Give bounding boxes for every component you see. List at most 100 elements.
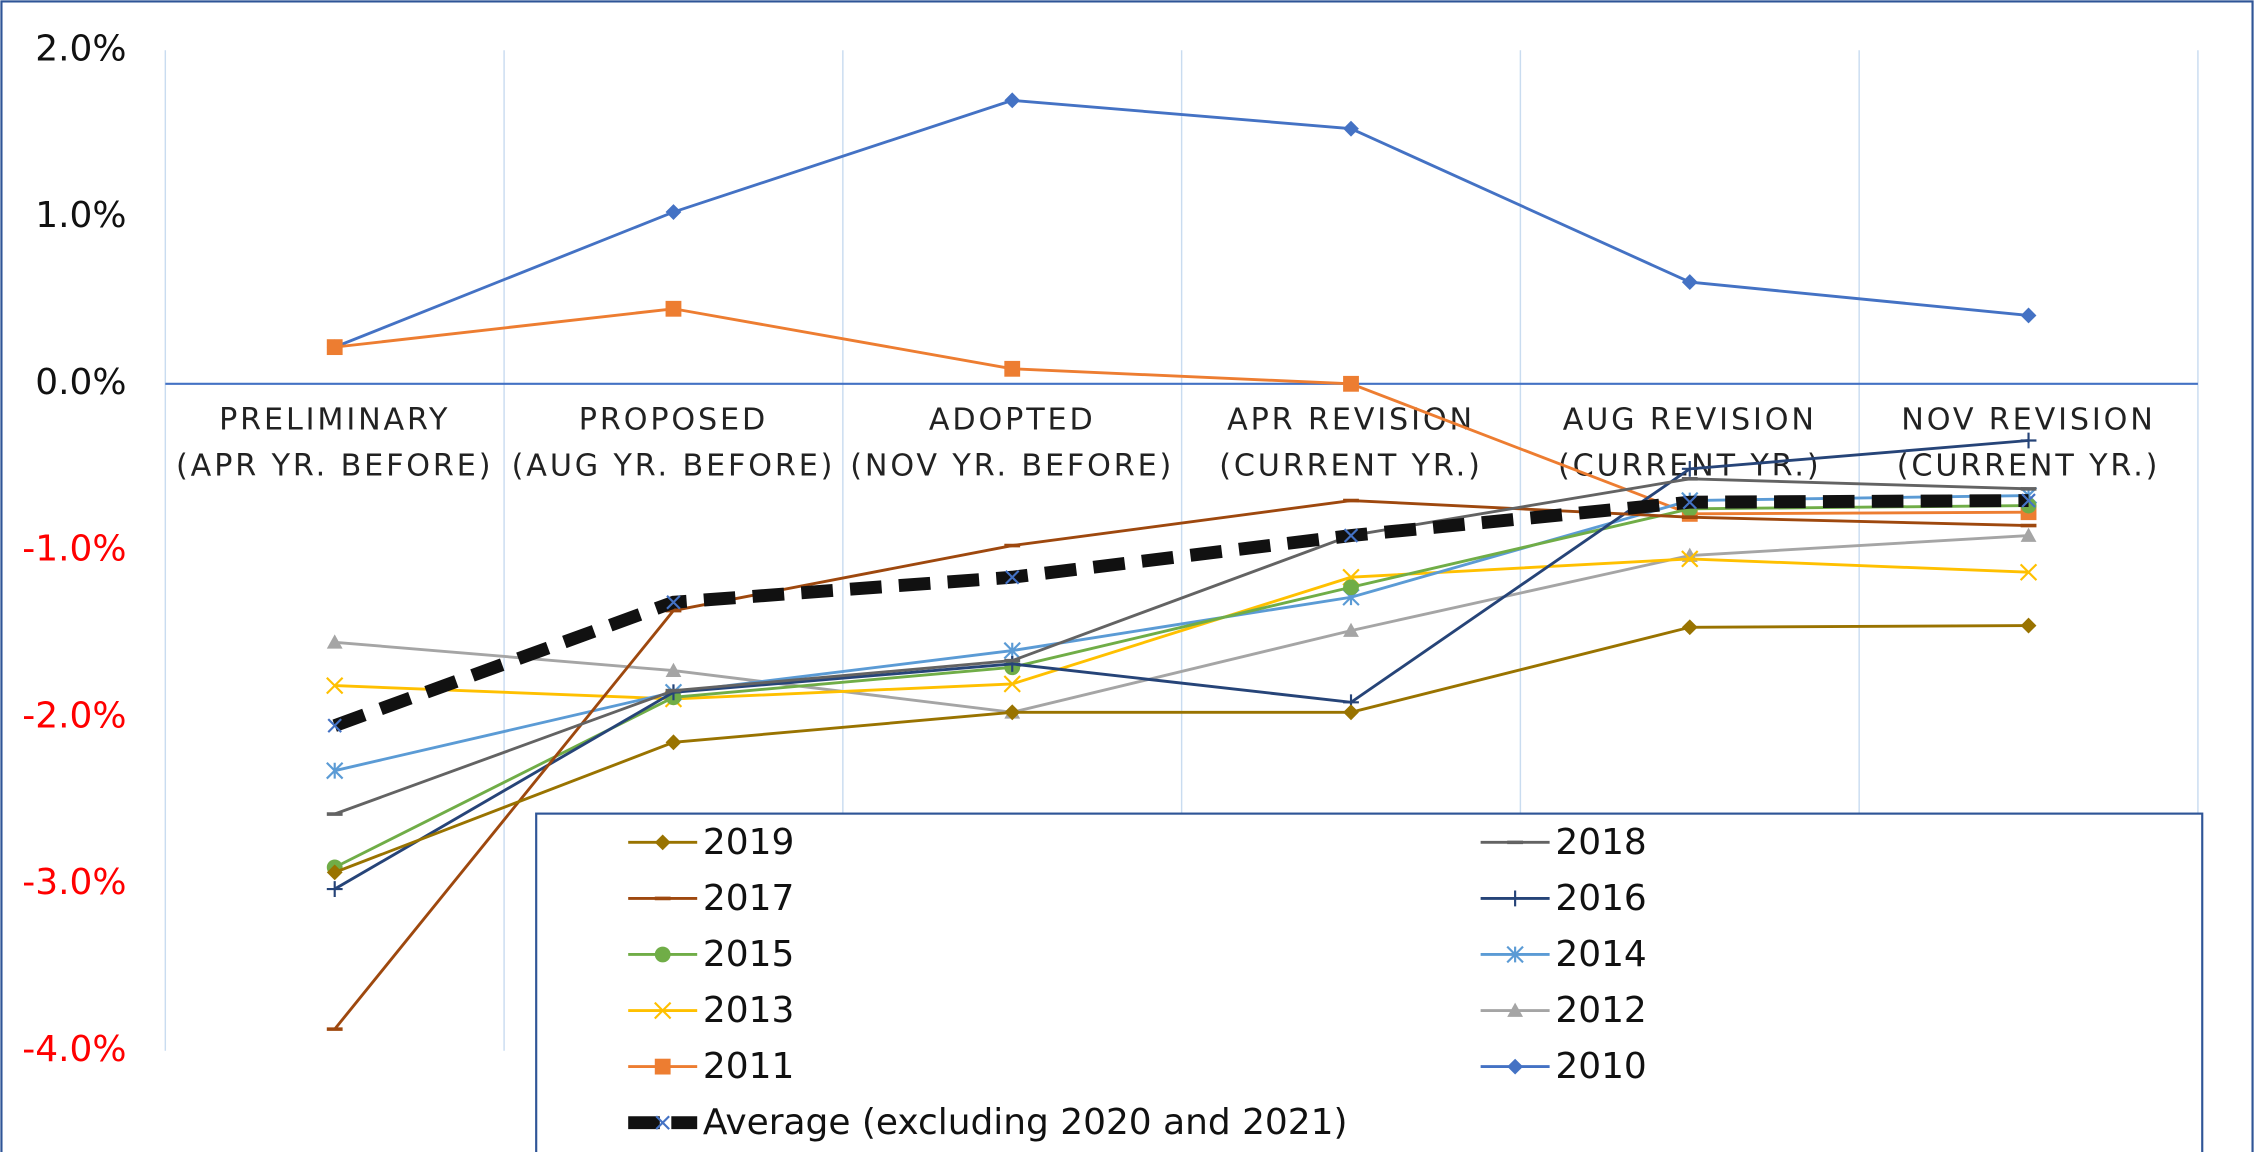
y-tick-label: -2.0% — [22, 695, 126, 736]
legend-label: Average (excluding 2020 and 2021) — [703, 1102, 1348, 1143]
x-tick-label: AUG REVISION — [1563, 403, 1817, 438]
marker-shape — [654, 1001, 672, 1020]
x-tick-label: PROPOSED — [579, 403, 768, 438]
y-tick-label: -1.0% — [22, 529, 126, 570]
marker-shape — [1343, 622, 1359, 637]
marker — [654, 1058, 671, 1075]
legend-box — [535, 812, 2204, 1152]
marker — [2020, 527, 2037, 542]
x-tick-label: (APR YR. BEFORE) — [176, 449, 493, 484]
marker-shape — [1003, 675, 1021, 693]
marker-shape — [326, 634, 343, 649]
legend-label: 2018 — [1555, 822, 1646, 863]
legend-label: 2013 — [703, 990, 794, 1031]
marker — [1507, 890, 1524, 907]
y-tick-label: 0.0% — [35, 362, 126, 403]
marker — [1004, 360, 1021, 377]
marker-shape — [2019, 563, 2038, 581]
marker-shape — [1681, 619, 1698, 636]
marker — [326, 881, 343, 897]
marker — [1343, 375, 1359, 392]
marker — [1343, 528, 1359, 543]
series-line — [334, 307, 2029, 516]
x-tick-label: (CURRENT YR.) — [1219, 449, 1483, 484]
marker-shape — [1003, 641, 1021, 660]
y-tick-label: 2.0% — [35, 28, 126, 69]
marker — [327, 718, 342, 733]
marker-shape — [1004, 656, 1021, 672]
series-line — [334, 98, 2029, 349]
x-tick-label: NOV REVISION — [1901, 403, 2155, 438]
marker-shape — [655, 1115, 670, 1130]
marker-shape — [1004, 92, 1021, 109]
series-line — [332, 494, 2029, 732]
marker-shape — [654, 946, 671, 963]
marker — [1004, 656, 1021, 672]
marker — [1506, 945, 1524, 964]
marker-shape — [2020, 307, 2037, 324]
legend-label: 2011 — [703, 1046, 794, 1087]
legend-label: 2014 — [1555, 934, 1646, 975]
marker-shape — [1343, 375, 1359, 392]
series-line — [334, 534, 2029, 714]
marker-shape — [1682, 494, 1698, 510]
marker — [1681, 274, 1698, 290]
marker — [1681, 550, 1699, 568]
marker — [1681, 460, 1698, 477]
marker-shape — [326, 339, 343, 356]
marker — [1005, 570, 1020, 585]
legend-label: 2019 — [703, 822, 794, 863]
marker-shape — [666, 595, 681, 610]
marker — [2019, 563, 2038, 581]
marker — [1003, 641, 1021, 660]
marker-shape — [1681, 550, 1699, 568]
marker-shape — [2020, 527, 2037, 542]
series-line — [334, 624, 2029, 874]
legend-label: 2016 — [1555, 878, 1646, 919]
marker-shape — [2021, 493, 2036, 508]
legend-label: 2017 — [703, 878, 794, 919]
marker — [655, 1115, 670, 1130]
marker — [666, 595, 681, 610]
marker — [1507, 1058, 1524, 1075]
series-line — [333, 499, 2029, 1031]
marker — [1682, 494, 1698, 510]
marker — [1507, 1002, 1524, 1017]
marker — [654, 946, 671, 963]
legend-label: 2015 — [703, 934, 794, 975]
marker — [326, 864, 343, 881]
marker-shape — [1681, 460, 1698, 477]
x-tick-label: ADOPTED — [929, 403, 1096, 438]
marker — [2020, 307, 2037, 324]
y-tick-label: -3.0% — [22, 862, 126, 903]
marker-shape — [326, 864, 343, 881]
marker — [2021, 493, 2036, 508]
marker-shape — [1004, 360, 1021, 377]
marker-shape — [1343, 120, 1359, 137]
marker — [326, 676, 344, 695]
marker-shape — [326, 761, 344, 780]
marker-shape — [1343, 528, 1359, 543]
marker-shape — [1343, 579, 1359, 596]
marker-shape — [327, 718, 342, 733]
series-line — [334, 477, 2029, 816]
marker-shape — [326, 881, 343, 897]
marker — [665, 662, 682, 677]
marker — [1343, 622, 1359, 637]
marker-shape — [2020, 432, 2037, 449]
x-tick-label: (CURRENT YR.) — [1897, 449, 2161, 484]
marker — [1343, 704, 1359, 721]
marker — [326, 634, 343, 649]
marker — [326, 339, 343, 356]
marker-shape — [1005, 570, 1020, 585]
marker-shape — [326, 676, 344, 695]
marker-shape — [1507, 890, 1524, 907]
x-tick-label: (NOV YR. BEFORE) — [850, 449, 1174, 484]
marker — [2020, 432, 2037, 449]
marker-shape — [1506, 945, 1524, 964]
marker — [1343, 120, 1359, 137]
marker — [1003, 675, 1021, 693]
x-tick-label: (AUG YR. BEFORE) — [512, 449, 836, 484]
marker-shape — [665, 300, 682, 317]
